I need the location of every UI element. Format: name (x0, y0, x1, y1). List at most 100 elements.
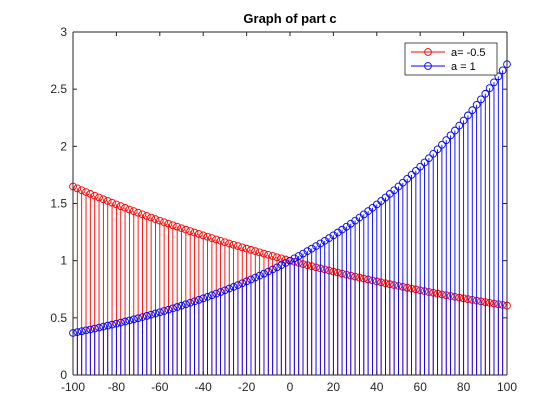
stem-marker (303, 247, 312, 255)
stem-marker (294, 252, 303, 260)
stem-marker (225, 239, 234, 248)
series-1 (69, 60, 511, 375)
stem-marker (155, 308, 164, 317)
stem-marker (420, 158, 429, 167)
axes-layer: -100 -80 -60 -40 -20 0 20 40 60 80 100 0 0.5 1 1.5 2 2.5… (50, 25, 517, 394)
stem-marker (177, 301, 186, 310)
y-tick-label: 1 (60, 254, 67, 268)
chart-title: Graph of part c (243, 11, 336, 26)
stem-marker (290, 254, 299, 263)
x-tick-label: 60 (414, 380, 428, 394)
stem-marker (238, 243, 247, 252)
stem-marker (459, 116, 468, 125)
y-tick-label: 2.5 (50, 82, 67, 96)
stem-marker (234, 242, 242, 250)
stem-marker (142, 312, 151, 320)
stem-marker (320, 236, 329, 245)
stem-marker (125, 316, 134, 325)
stem-marker (299, 249, 307, 258)
stem-marker (195, 230, 203, 238)
stem-marker (412, 166, 420, 175)
stem-marker (216, 288, 225, 296)
stem-marker (260, 269, 268, 278)
stem-marker (86, 190, 95, 198)
stem-marker (208, 291, 216, 300)
stem-marker (407, 170, 416, 179)
stem-marker (90, 191, 99, 200)
stem-marker (264, 267, 273, 276)
stem-marker (86, 325, 95, 334)
x-tick-label: 20 (327, 380, 341, 394)
x-tick-label: 80 (457, 380, 471, 394)
x-tick-label: -40 (195, 380, 213, 394)
stem-marker (273, 263, 281, 272)
stem-marker (173, 222, 182, 231)
y-tick-label: 0 (60, 368, 67, 382)
stem-marker (203, 292, 212, 301)
stem-marker (277, 261, 286, 269)
stem-marker (212, 289, 221, 298)
y-tick-label: 3 (60, 25, 67, 39)
stem-marker (286, 256, 294, 265)
stem-marker (168, 304, 177, 313)
stem-marker (181, 300, 190, 309)
stem-marker (103, 321, 112, 330)
stem-marker (190, 297, 199, 306)
stem-marker (77, 327, 86, 336)
stem-marker (455, 121, 464, 130)
stem-marker (82, 326, 90, 335)
stem-marker (190, 228, 199, 237)
stem-marker (138, 313, 147, 321)
stem-marker (186, 227, 195, 235)
stem-marker (116, 202, 125, 210)
stem-marker (147, 213, 155, 222)
stem-marker (221, 286, 229, 295)
x-tick-label: -60 (151, 380, 169, 394)
stem-marker (281, 259, 290, 267)
stem-marker (494, 72, 503, 81)
stem-marker (268, 252, 277, 260)
stem-marker (212, 235, 221, 244)
stem-marker (108, 320, 116, 329)
stem-marker (186, 298, 195, 307)
stem-marker (264, 250, 273, 259)
stem-marker (82, 188, 90, 196)
stem-marker (242, 277, 251, 286)
y-tick-label: 1.5 (50, 197, 67, 211)
stem-marker (446, 131, 455, 140)
stem-marker (481, 89, 490, 98)
stem-marker (316, 239, 325, 248)
y-tick-label: 0.5 (50, 311, 67, 325)
stems-layer (69, 60, 511, 375)
stem-marker (112, 319, 121, 328)
stem-marker (116, 318, 125, 327)
stem-marker (329, 231, 338, 240)
stem-marker (173, 303, 182, 311)
stem-marker (260, 249, 268, 258)
stem-marker (268, 265, 277, 274)
legend-label: a = 1 (451, 61, 476, 73)
stem-marker (312, 242, 320, 250)
stem-marker (77, 186, 86, 195)
stem-marker (490, 78, 498, 87)
stem-marker (325, 234, 333, 242)
y-tick-label: 2 (60, 139, 67, 153)
stem-marker (129, 315, 138, 324)
stem-marker (99, 322, 108, 331)
stem-marker (485, 84, 494, 92)
legend-marker (424, 62, 432, 70)
stem-marker (251, 247, 260, 255)
stem-marker (121, 203, 129, 212)
stem-marker (229, 240, 238, 249)
stem-marker (225, 284, 234, 293)
stem-marker (168, 221, 177, 230)
stem-marker (208, 234, 216, 242)
stem-marker (142, 212, 151, 220)
stem-marker (251, 273, 260, 282)
stem-marker (425, 154, 433, 163)
stem-marker (147, 310, 155, 319)
stem-marker (199, 294, 208, 303)
stem-marker (216, 236, 225, 245)
stem-marker (151, 215, 160, 223)
